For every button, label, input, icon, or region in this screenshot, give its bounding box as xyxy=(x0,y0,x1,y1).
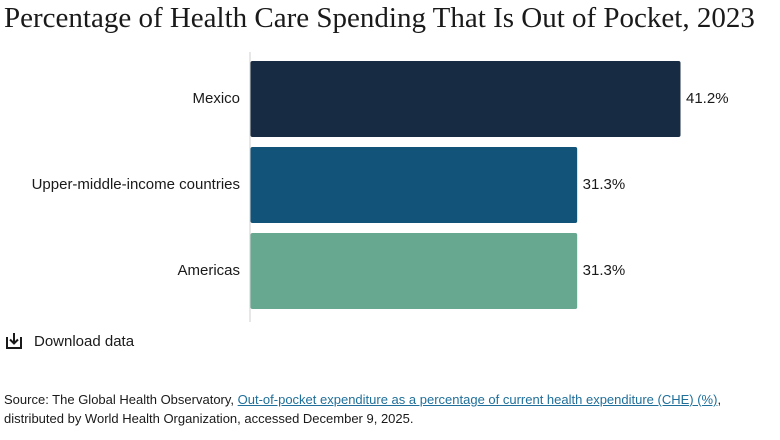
value-label: 31.3% xyxy=(583,262,626,279)
category-label: Upper-middle-income countries xyxy=(32,176,240,193)
chart-title: Percentage of Health Care Spending That … xyxy=(4,2,755,34)
bar-americas xyxy=(250,233,578,309)
bar-upper-middle-income-countries xyxy=(250,147,578,223)
category-label: Mexico xyxy=(192,90,240,107)
source-link[interactable]: Out-of-pocket expenditure as a percentag… xyxy=(237,392,718,407)
download-icon xyxy=(6,333,22,349)
bar-mexico xyxy=(250,61,681,137)
value-label: 31.3% xyxy=(583,176,626,193)
download-data-button[interactable]: Download data xyxy=(4,330,134,352)
source-prefix: Source: The Global Health Observatory, xyxy=(4,392,238,407)
source-note: Source: The Global Health Observatory, O… xyxy=(4,390,776,428)
value-label: 41.2% xyxy=(686,90,729,107)
source-suffix: , distributed by World Health Organizati… xyxy=(4,392,722,426)
download-data-label: Download data xyxy=(34,332,135,350)
category-label: Americas xyxy=(177,262,240,279)
bar-chart: Mexico 41.2% Upper-middle-income countries… xyxy=(32,52,729,322)
